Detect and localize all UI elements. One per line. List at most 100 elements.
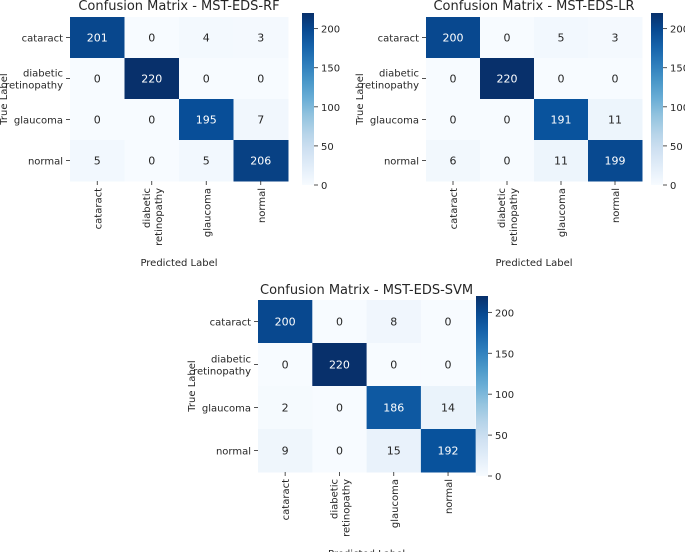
heatmap-cell xyxy=(258,343,313,387)
heatmap-cell xyxy=(366,343,422,387)
cell-value-label: 5 xyxy=(558,32,565,45)
cell-value-label: 200 xyxy=(443,32,464,45)
colorbar xyxy=(476,296,488,476)
cell-value-label: 0 xyxy=(504,155,511,168)
y-tick-label: cataract xyxy=(210,318,251,329)
cell-value-label: 0 xyxy=(450,114,457,127)
colorbar-tick-label: 200 xyxy=(321,25,340,36)
cell-value-label: 0 xyxy=(94,73,101,86)
y-tick-label: normal xyxy=(28,157,63,168)
cell-value-label: 6 xyxy=(450,155,457,168)
heatmap-cell xyxy=(233,17,289,59)
x-tick-label: cataract xyxy=(281,479,292,520)
heatmap-cell xyxy=(480,58,535,100)
cell-value-label: 191 xyxy=(551,114,572,127)
heatmap-cell xyxy=(233,99,289,141)
heatmap-cell xyxy=(420,386,476,430)
cell-value-label: 199 xyxy=(605,155,626,168)
colorbar xyxy=(651,13,663,185)
cell-value-label: 0 xyxy=(257,73,264,86)
colorbar-tick-label: 100 xyxy=(495,390,514,401)
cell-value-label: 0 xyxy=(504,114,511,127)
heatmap-cell xyxy=(366,300,422,344)
heatmap-cell xyxy=(233,140,289,182)
y-tick-label: cataract xyxy=(378,34,419,45)
heatmap-cell xyxy=(420,300,476,344)
cell-value-label: 4 xyxy=(203,32,210,45)
y-tick-label: diabetic retinopathy xyxy=(193,355,251,378)
heatmap-cell xyxy=(124,17,180,59)
cell-value-label: 5 xyxy=(203,155,210,168)
cell-value-label: 0 xyxy=(450,73,457,86)
x-tick-label: diabeticretinopathy xyxy=(497,188,520,246)
heatmap-cell xyxy=(70,58,125,100)
x-tick-label: cataract xyxy=(449,188,460,229)
heatmap-cell xyxy=(179,17,234,59)
x-tick-label: glaucoma xyxy=(202,188,213,237)
cell-value-label: 2 xyxy=(282,402,289,415)
heatmap-cell xyxy=(179,140,234,182)
heatmap-cell xyxy=(480,17,535,59)
cell-value-label: 14 xyxy=(441,402,455,415)
cell-value-label: 0 xyxy=(282,359,289,372)
colorbar-tick-label: 0 xyxy=(670,181,676,192)
x-axis-label: Predicted Label xyxy=(328,549,405,552)
heatmap-cell xyxy=(70,17,125,59)
cell-value-label: 11 xyxy=(554,155,568,168)
heatmap-cell xyxy=(124,58,180,100)
heatmap-cell xyxy=(588,99,643,141)
heatmap-cell xyxy=(588,58,643,100)
cell-value-label: 220 xyxy=(329,359,350,372)
heatmap-cell xyxy=(70,140,125,182)
heatmap-cell xyxy=(233,58,289,100)
cell-value-label: 8 xyxy=(390,316,397,329)
colorbar-tick-label: 50 xyxy=(670,142,683,153)
y-tick-label: glaucoma xyxy=(370,116,419,127)
heatmap-cell xyxy=(312,343,368,387)
y-tick-label: normal xyxy=(384,157,419,168)
heatmap-cell xyxy=(366,429,422,473)
y-axis-label: True Label xyxy=(0,73,10,125)
heatmap-cell xyxy=(179,99,234,141)
cell-value-label: 9 xyxy=(282,445,289,458)
cell-value-label: 0 xyxy=(336,445,343,458)
confusion-matrix-panel: Confusion Matrix - MST-EDS-LR 200 0 5 3 0 220 0… xyxy=(355,0,685,269)
colorbar-tick-label: 200 xyxy=(670,25,685,36)
heatmap-cell xyxy=(426,58,481,100)
heatmap-cell xyxy=(124,140,180,182)
colorbar-tick-label: 150 xyxy=(670,64,685,75)
heatmap-cell xyxy=(534,99,589,141)
confusion-matrix-panel: Confusion Matrix - MST-EDS-RF 201 0 4 3 0 220 0… xyxy=(0,0,340,269)
colorbar-tick-label: 150 xyxy=(495,349,514,360)
colorbar-tick-label: 100 xyxy=(321,103,340,114)
cell-value-label: 201 xyxy=(87,32,108,45)
x-tick-label: normal xyxy=(444,479,455,514)
y-tick-label: normal xyxy=(216,447,251,458)
heatmap-cell xyxy=(426,99,481,141)
colorbar-tick-label: 50 xyxy=(321,142,334,153)
heatmap-cell xyxy=(312,386,368,430)
x-tick-label: normal xyxy=(257,188,268,223)
cell-value-label: 200 xyxy=(275,316,296,329)
x-axis-label: Predicted Label xyxy=(495,258,572,269)
y-axis-label: True Label xyxy=(187,360,198,412)
heatmap-cell xyxy=(534,140,589,182)
cell-value-label: 0 xyxy=(612,73,619,86)
x-axis-label: Predicted Label xyxy=(140,258,217,269)
cell-value-label: 0 xyxy=(558,73,565,86)
y-tick-label: cataract xyxy=(22,34,63,45)
heatmap-cell xyxy=(312,300,368,344)
y-tick-label: diabetic retinopathy xyxy=(5,69,63,92)
cell-value-label: 0 xyxy=(148,155,155,168)
colorbar-tick-label: 150 xyxy=(321,64,340,75)
heatmap-cell xyxy=(588,140,643,182)
cell-value-label: 7 xyxy=(257,114,264,127)
cell-value-label: 220 xyxy=(497,73,518,86)
cell-value-label: 0 xyxy=(504,32,511,45)
y-axis-label: True Label xyxy=(355,73,366,125)
x-tick-label: normal xyxy=(611,188,622,223)
cell-value-label: 3 xyxy=(257,32,264,45)
heatmap-cell xyxy=(179,58,234,100)
